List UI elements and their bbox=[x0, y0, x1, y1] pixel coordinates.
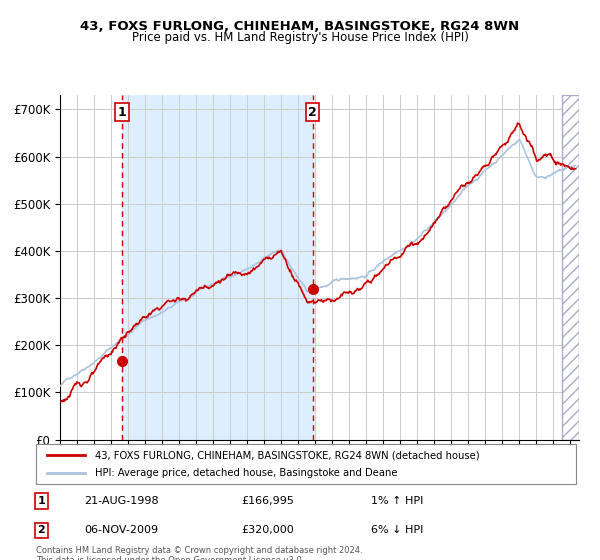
Text: 1: 1 bbox=[118, 105, 127, 119]
Text: 1% ↑ HPI: 1% ↑ HPI bbox=[371, 496, 423, 506]
Bar bbox=[562, 95, 579, 440]
Text: 6% ↓ HPI: 6% ↓ HPI bbox=[371, 525, 423, 535]
FancyBboxPatch shape bbox=[36, 444, 576, 484]
Text: 2: 2 bbox=[308, 105, 317, 119]
Text: 2: 2 bbox=[38, 525, 45, 535]
Text: 43, FOXS FURLONG, CHINEHAM, BASINGSTOKE, RG24 8WN (detached house): 43, FOXS FURLONG, CHINEHAM, BASINGSTOKE,… bbox=[95, 450, 480, 460]
Bar bbox=[562, 95, 579, 440]
Text: 1: 1 bbox=[38, 496, 45, 506]
Text: £166,995: £166,995 bbox=[241, 496, 294, 506]
Text: Price paid vs. HM Land Registry's House Price Index (HPI): Price paid vs. HM Land Registry's House … bbox=[131, 31, 469, 44]
Text: 43, FOXS FURLONG, CHINEHAM, BASINGSTOKE, RG24 8WN: 43, FOXS FURLONG, CHINEHAM, BASINGSTOKE,… bbox=[80, 20, 520, 32]
Text: Contains HM Land Registry data © Crown copyright and database right 2024.
This d: Contains HM Land Registry data © Crown c… bbox=[36, 546, 362, 560]
Text: £320,000: £320,000 bbox=[241, 525, 294, 535]
Bar bbox=[122, 95, 313, 440]
Text: HPI: Average price, detached house, Basingstoke and Deane: HPI: Average price, detached house, Basi… bbox=[95, 468, 398, 478]
Text: 21-AUG-1998: 21-AUG-1998 bbox=[85, 496, 159, 506]
Text: 06-NOV-2009: 06-NOV-2009 bbox=[85, 525, 159, 535]
